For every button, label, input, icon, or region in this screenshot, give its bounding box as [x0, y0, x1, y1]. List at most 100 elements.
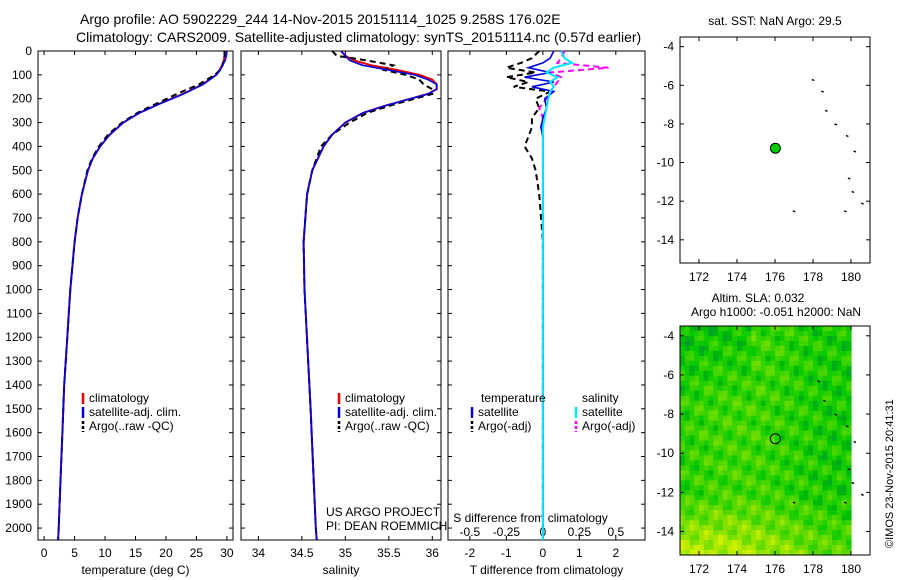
- sla-cell: [718, 430, 724, 437]
- sla-cell: [775, 530, 781, 536]
- sla-cell: [827, 425, 833, 432]
- sla-cell: [689, 375, 695, 382]
- sla-cell: [813, 500, 819, 506]
- sla-cell: [798, 495, 805, 501]
- sla-cell: [760, 420, 767, 427]
- sla-cell: [737, 385, 743, 392]
- sla-cell: [803, 420, 809, 427]
- sla-cell: [689, 490, 695, 496]
- sla-cell: [770, 545, 776, 551]
- sla-cell: [775, 435, 781, 442]
- sla-cell: [718, 455, 724, 461]
- sla-cell: [732, 400, 738, 407]
- sla-cell: [784, 480, 790, 486]
- sla-cell: [765, 465, 771, 471]
- sla-cell: [741, 336, 748, 342]
- sla-cell: [784, 430, 790, 437]
- sla-cell: [813, 440, 819, 447]
- sla-cell: [841, 405, 847, 412]
- sla-cell: [770, 550, 776, 556]
- sla-cell: [694, 460, 700, 466]
- sla-cell: [751, 500, 757, 506]
- sla-cell: [722, 405, 729, 412]
- sla-cell: [765, 415, 771, 422]
- sla-cell: [751, 385, 757, 392]
- sla-cell: [727, 410, 733, 417]
- sla-cell: [694, 450, 700, 457]
- sla-cell: [703, 360, 710, 367]
- sla-cell: [808, 500, 814, 506]
- sla-cell: [817, 505, 824, 511]
- sla-cell: [798, 470, 805, 476]
- sla-cell: [784, 505, 790, 511]
- sla-cell: [822, 480, 828, 486]
- difference-x-tick-label: 0: [540, 546, 547, 560]
- sla-cell: [732, 550, 738, 556]
- sla-cell: [765, 520, 771, 526]
- sla-cell: [813, 430, 819, 437]
- sla-cell: [779, 400, 786, 407]
- depth-tick-label: 2000: [5, 521, 32, 535]
- sla-cell: [722, 435, 729, 442]
- sla-cell: [841, 440, 847, 447]
- sla-cell: [708, 500, 714, 506]
- sla-cell: [836, 405, 843, 412]
- legend-temperature-title: temperature: [481, 391, 546, 405]
- sla-cell: [798, 400, 805, 407]
- sla-cell: [770, 430, 776, 437]
- sla-cell: [713, 331, 719, 337]
- sla-cell: [751, 455, 757, 461]
- sla-cell: [775, 545, 781, 551]
- sla-cell: [798, 550, 805, 556]
- sla-cell: [775, 535, 781, 541]
- difference-x-tick-label: 1: [576, 546, 583, 560]
- sla-cell: [741, 455, 748, 461]
- sla-cell: [684, 520, 691, 526]
- sla-cell: [765, 460, 771, 466]
- sla-cell: [822, 435, 828, 442]
- sla-cell: [727, 400, 733, 407]
- sla-cell: [718, 340, 724, 347]
- sla-cell: [746, 350, 752, 357]
- sla-cell: [836, 485, 843, 491]
- sla-cell: [694, 520, 700, 526]
- sla-cell: [827, 390, 833, 397]
- sla-cell: [684, 445, 691, 452]
- sla-cell: [784, 515, 790, 521]
- depth-tick-label: 900: [12, 259, 32, 273]
- sla-cell: [760, 455, 767, 461]
- sla-cell: [765, 385, 771, 392]
- sla-cell: [775, 475, 781, 481]
- sla-cell: [841, 520, 847, 526]
- sla-cell: [841, 535, 847, 541]
- sla-cell: [746, 380, 752, 387]
- sst-map-y-tick-label: -14: [657, 233, 675, 247]
- temperature-x-tick-label: 30: [220, 546, 234, 560]
- sla-cell: [689, 370, 695, 377]
- sla-cell: [779, 490, 786, 496]
- sla-cell: [737, 505, 743, 511]
- sla-cell: [741, 420, 748, 427]
- temperature-x-tick-label: 25: [190, 546, 204, 560]
- sla-cell: [832, 545, 838, 551]
- sla-cell: [741, 530, 748, 536]
- sla-cell: [699, 410, 705, 417]
- sla-cell: [703, 435, 710, 442]
- sla-cell: [841, 550, 847, 556]
- sla-cell: [836, 440, 843, 447]
- sla-cell: [737, 510, 743, 516]
- sla-cell: [727, 510, 733, 516]
- sla-cell: [746, 505, 752, 511]
- sla-cell: [765, 480, 771, 486]
- sla-cell: [751, 355, 757, 362]
- sla-cell: [713, 515, 719, 521]
- sla-cell: [741, 405, 748, 412]
- sla-cell: [813, 355, 819, 362]
- sla-cell: [727, 360, 733, 367]
- sla-cell: [794, 525, 800, 531]
- sla-cell: [684, 470, 691, 476]
- sla-cell: [746, 540, 752, 546]
- depth-tick-label: 1600: [5, 426, 32, 440]
- sla-cell: [746, 445, 752, 452]
- sla-map-island: [843, 501, 847, 504]
